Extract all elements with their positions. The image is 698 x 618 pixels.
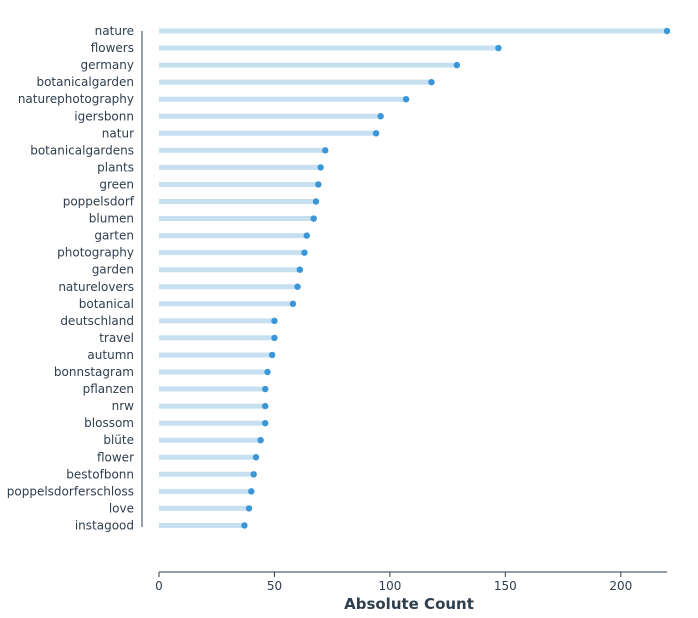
category-label-green: green [99, 177, 134, 191]
dot-garten [303, 232, 310, 239]
dot-blüte [257, 437, 264, 444]
dot-blossom [262, 419, 269, 427]
category-label-nrw: nrw [112, 399, 135, 413]
category-label-nature: nature [95, 24, 134, 38]
dot-germany [453, 61, 461, 69]
category-label-flower: flower [97, 450, 134, 464]
dot-botanicalgardens [322, 147, 329, 154]
stems-group [159, 28, 667, 528]
category-label-instagood: instagood [75, 518, 134, 532]
dot-botanicalgarden [428, 78, 435, 86]
dot-travel [271, 334, 278, 342]
dot-pflanzen [262, 385, 269, 393]
dot-love [245, 505, 253, 512]
category-label-blumen: blumen [89, 212, 134, 226]
dot-igersbonn [377, 113, 384, 120]
category-label-blossom: blossom [84, 416, 134, 430]
dot-instagood [241, 522, 248, 529]
dot-garden [296, 266, 304, 273]
category-label-plants: plants [97, 160, 134, 174]
category-label-igersbonn: igersbonn [74, 109, 134, 123]
category-label-garten: garten [94, 229, 134, 243]
category-label-travel: travel [99, 331, 134, 345]
category-label-poppelsdorferschloss: poppelsdorferschloss [7, 484, 134, 498]
category-label-photography: photography [57, 246, 134, 260]
category-label-botanicalgarden: botanicalgarden [36, 75, 134, 89]
x-tick-label-50: 50 [267, 579, 282, 593]
dot-poppelsdorferschloss [248, 488, 255, 495]
category-label-naturephotography: naturephotography [18, 92, 134, 106]
x-axis-title: Absolute Count [344, 595, 474, 613]
category-label-deutschland: deutschland [60, 314, 134, 328]
dot-blumen [310, 215, 317, 222]
dot-naturephotography [402, 96, 410, 103]
dot-poppelsdorf [312, 198, 320, 205]
dot-bestofbonn [250, 471, 257, 478]
x-axis-ticks: 0 50 100 150 200 [155, 572, 632, 593]
category-labels: natureflowersgermanybotanicalgardennatur… [7, 24, 135, 532]
category-label-love: love [109, 501, 134, 515]
dot-deutschland [271, 317, 278, 325]
category-label-garden: garden [92, 263, 134, 277]
dots-group [241, 27, 671, 529]
category-label-botanical: botanical [79, 297, 134, 311]
dot-photography [301, 249, 308, 256]
category-label-naturelovers: naturelovers [58, 280, 134, 294]
dot-autumn [268, 351, 276, 359]
dot-green [315, 181, 322, 188]
category-label-poppelsdorf: poppelsdorf [63, 195, 135, 209]
x-tick-label-0: 0 [155, 579, 163, 593]
category-label-flowers: flowers [91, 41, 134, 55]
dot-flower [252, 454, 260, 461]
dot-nature [663, 27, 671, 35]
category-label-natur: natur [102, 126, 134, 140]
x-tick-label-100: 100 [378, 579, 401, 593]
x-tick-label-150: 150 [494, 579, 517, 593]
category-label-blüte: blüte [103, 433, 134, 447]
category-label-autumn: autumn [87, 348, 134, 362]
category-label-germany: germany [81, 58, 134, 72]
dot-nrw [262, 402, 269, 410]
category-label-bonnstagram: bonnstagram [54, 365, 134, 379]
dot-naturelovers [294, 283, 301, 290]
category-label-pflanzen: pflanzen [83, 382, 134, 396]
dot-botanical [289, 300, 297, 307]
category-label-bestofbonn: bestofbonn [66, 467, 134, 481]
x-tick-label-200: 200 [609, 579, 632, 593]
dot-flowers [495, 44, 502, 52]
dot-plants [317, 164, 324, 171]
dot-natur [372, 130, 380, 137]
category-label-botanicalgardens: botanicalgardens [30, 143, 134, 157]
dot-bonnstagram [264, 368, 271, 376]
